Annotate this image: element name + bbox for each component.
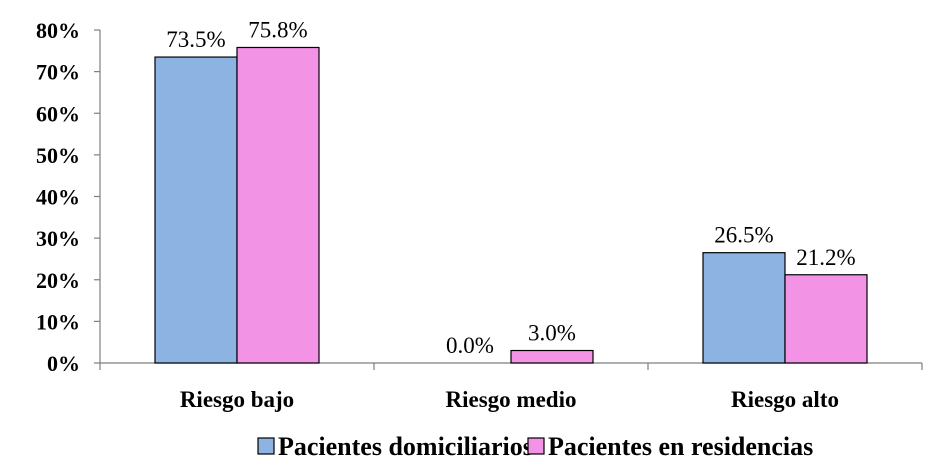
legend: Pacientes domiciliarios Pacientes en resi… bbox=[257, 432, 813, 461]
y-tick-label: 10% bbox=[36, 309, 80, 334]
y-axis: 0% 10% 20% 30% 40% 50% 60% 70% 80% bbox=[36, 18, 101, 376]
x-tick-label: Riesgo bajo bbox=[180, 387, 294, 412]
legend-swatch bbox=[257, 437, 275, 455]
data-label: 21.2% bbox=[796, 245, 855, 270]
bars bbox=[154, 46, 868, 364]
y-tick-label: 50% bbox=[36, 143, 80, 168]
y-tick-label: 80% bbox=[36, 18, 80, 43]
data-label: 3.0% bbox=[528, 321, 576, 346]
y-tick-label: 60% bbox=[36, 101, 80, 126]
legend-label: Pacientes en residencias bbox=[548, 432, 813, 461]
bar bbox=[784, 274, 868, 364]
bar bbox=[702, 252, 786, 364]
y-tick-label: 20% bbox=[36, 268, 80, 293]
data-label: 75.8% bbox=[248, 17, 307, 42]
legend-label: Pacientes domiciliarios bbox=[278, 432, 533, 461]
bar bbox=[236, 46, 320, 364]
legend-swatch bbox=[527, 437, 545, 455]
x-tick-label: Riesgo alto bbox=[731, 387, 839, 412]
y-tick-label: 70% bbox=[36, 60, 80, 85]
data-label: 73.5% bbox=[166, 27, 225, 52]
x-axis: Riesgo bajo Riesgo medio Riesgo alto bbox=[99, 362, 923, 412]
y-tick-label: 0% bbox=[47, 351, 80, 376]
data-labels: 73.5% 0.0% 26.5% 75.8% 3.0% 21.2% bbox=[166, 17, 855, 358]
y-tick-label: 30% bbox=[36, 226, 80, 251]
data-label: 26.5% bbox=[714, 223, 773, 248]
bar bbox=[154, 56, 238, 364]
x-tick-label: Riesgo medio bbox=[446, 387, 577, 412]
bar bbox=[510, 349, 594, 364]
data-label: 0.0% bbox=[446, 333, 494, 358]
y-tick-label: 40% bbox=[36, 185, 80, 210]
